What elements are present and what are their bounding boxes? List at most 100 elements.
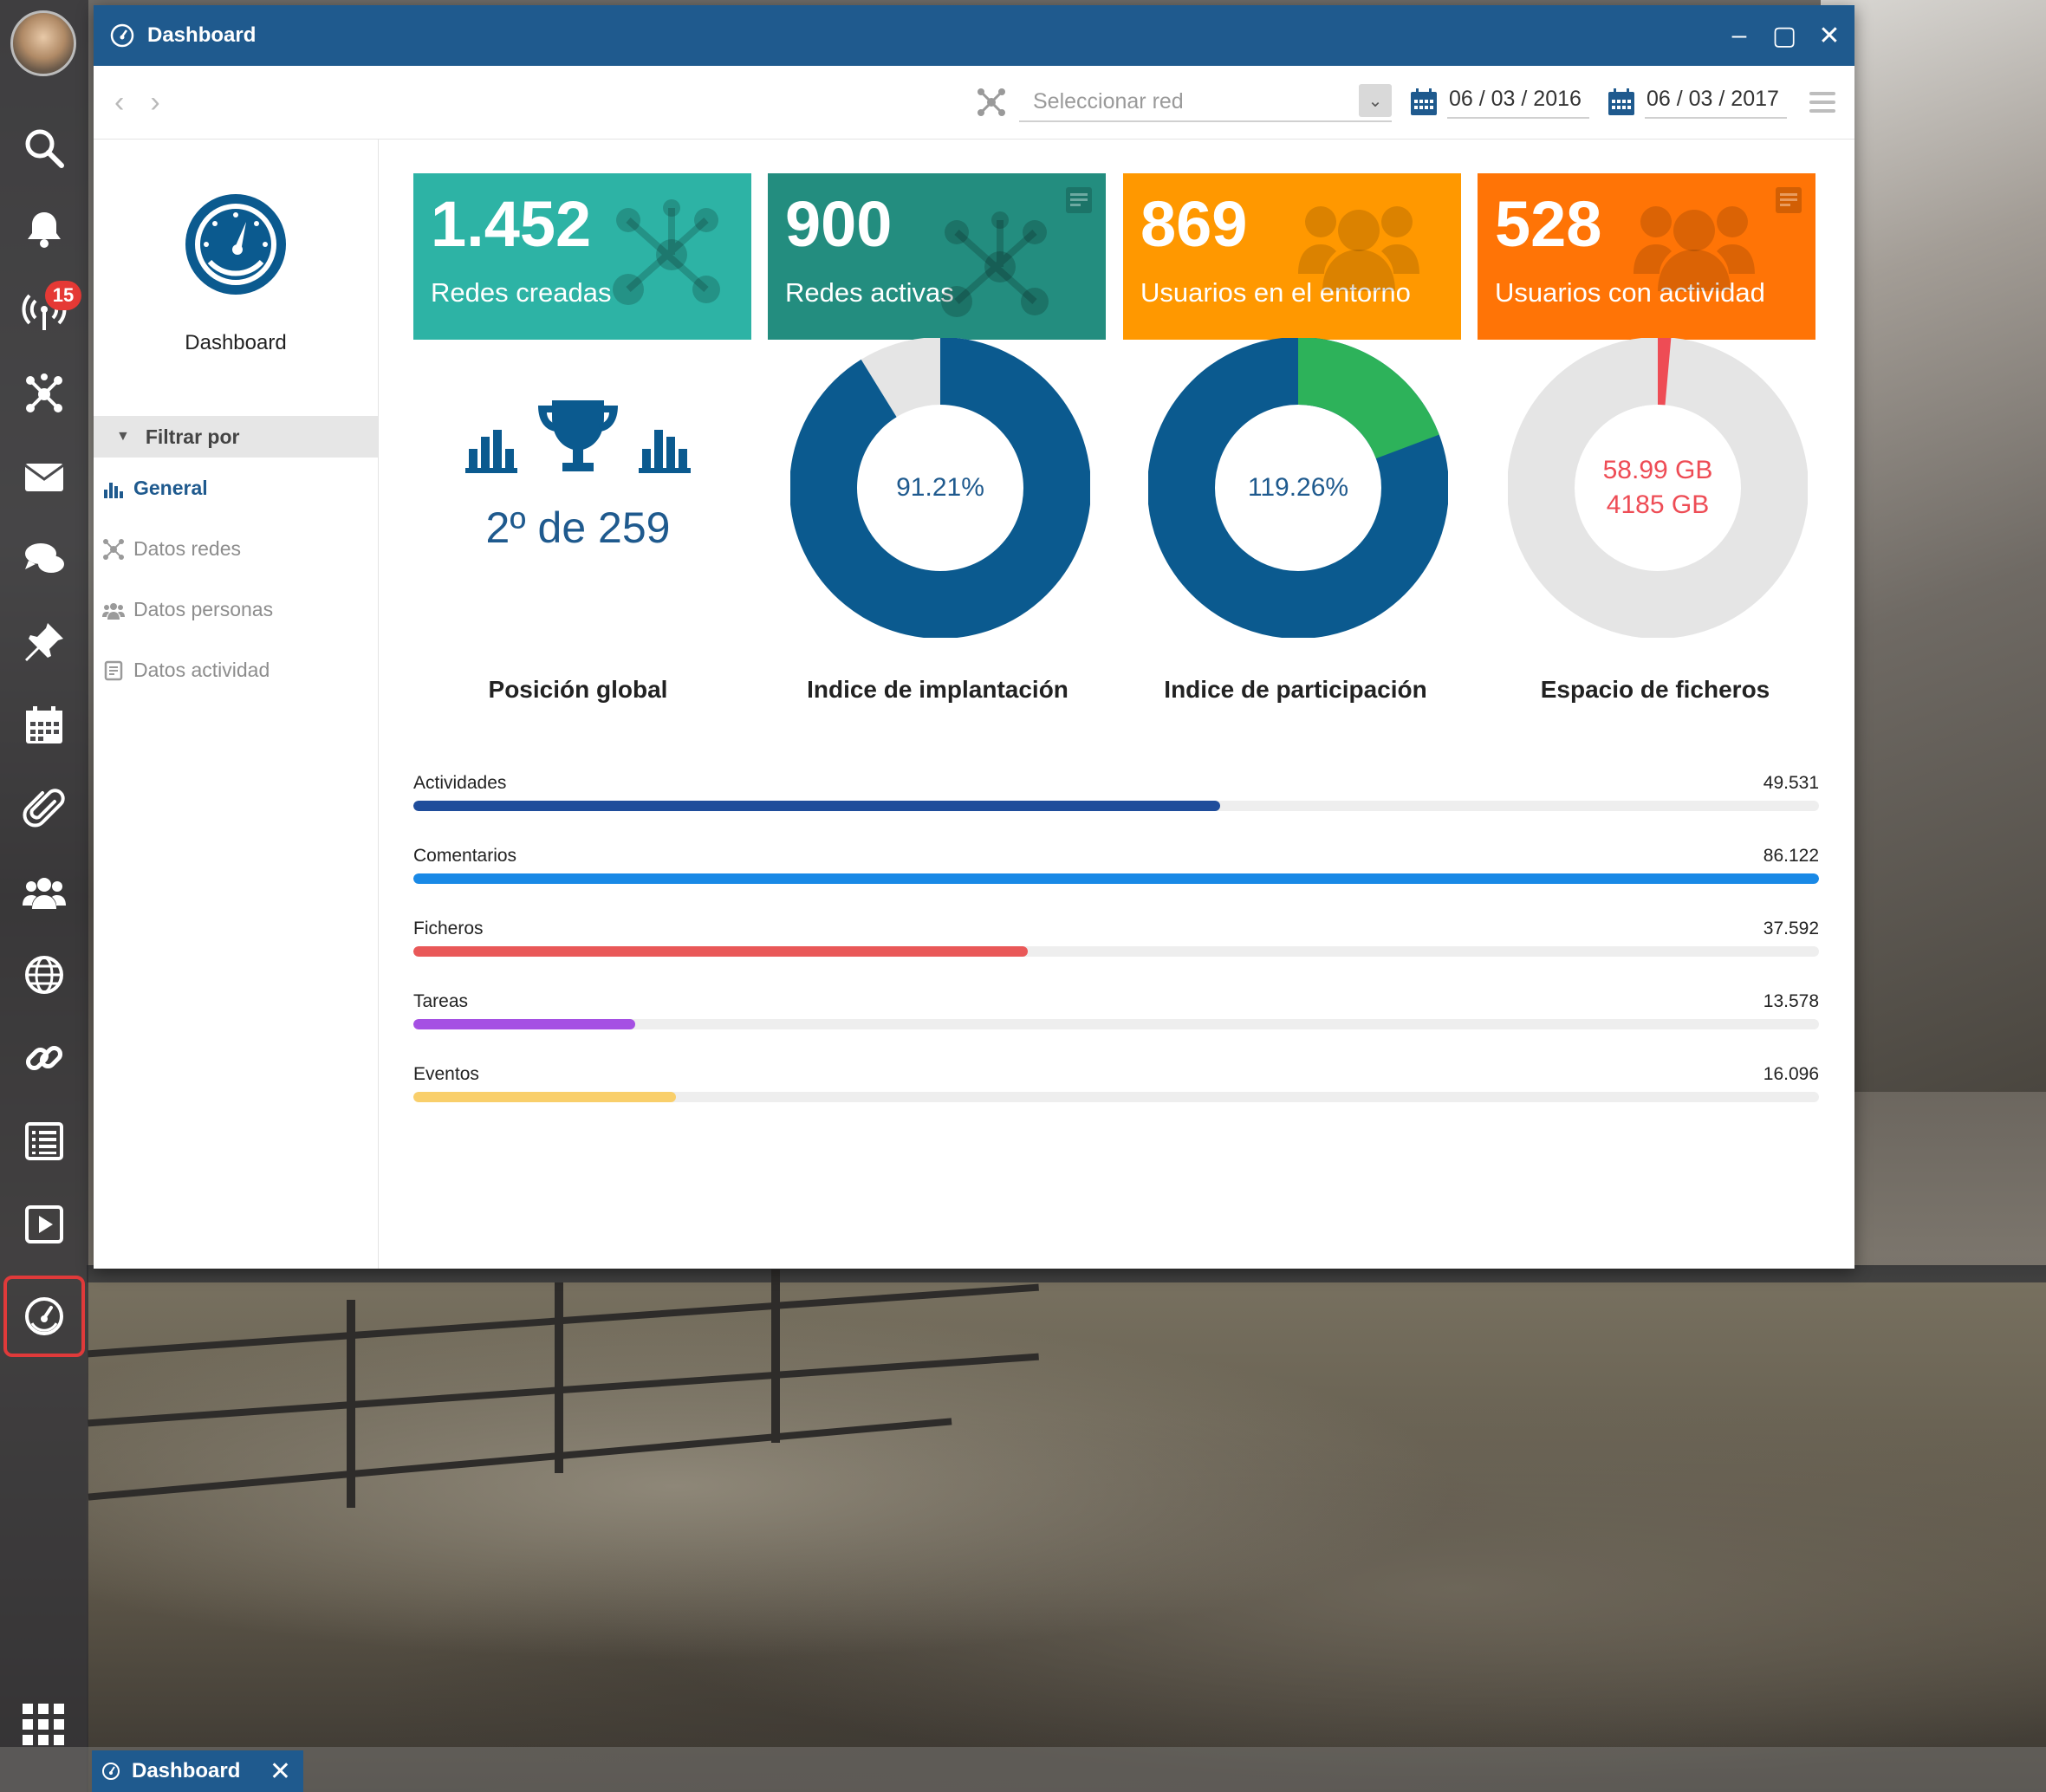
dashboard-icon[interactable] [3,1276,85,1357]
network-icon[interactable] [16,366,73,423]
trophy-icon [465,400,691,473]
storage-donut [1508,338,1808,638]
collapse-triangle-icon: ▼ [116,429,130,444]
user-avatar[interactable] [10,10,76,76]
background-post [347,1300,355,1508]
bell-icon[interactable] [16,201,73,258]
users-icon [1634,206,1755,291]
date-from-value[interactable]: 06 / 03 / 2016 [1447,87,1589,119]
dashboard-content: 1.452 Redes creadas 900 Redes activas 86… [379,139,1854,1269]
bar-chart-icon [104,482,123,498]
dashboard-window: Dashboard – ▢ ✕ ‹ › Seleccionar red ⌄ 06… [94,5,1854,1269]
dashboard-icon [102,1763,120,1780]
kpi-caption: Indice de participación [1164,676,1427,703]
bar-value: 86.122 [1763,846,1819,866]
implantation-value: 91.21% [896,473,984,502]
implantation-donut [790,338,1090,638]
calendar-icon[interactable] [16,697,73,754]
mail-icon[interactable] [16,449,73,506]
users-icon [102,602,125,620]
minimize-button[interactable]: – [1731,21,1747,49]
list-icon[interactable] [16,1113,73,1170]
bar-fill [413,873,1819,884]
hamburger-menu-icon[interactable] [1809,92,1835,113]
toolbar: ‹ › Seleccionar red ⌄ 06 / 03 / 2016 06 … [94,66,1854,140]
kpi-caption: Posición global [488,676,668,703]
tile-usuarios-entorno[interactable]: 869 Usuarios en el entorno [1123,173,1461,340]
calendar-icon [1608,88,1634,115]
network-icon [978,88,1005,116]
participation-value: 119.26% [1247,473,1349,502]
dashboard-icon [185,194,286,295]
taskbar-item-dashboard[interactable]: Dashboard ✕ [92,1750,303,1792]
sidebar-item-datos-actividad[interactable]: Datos actividad [102,659,270,682]
kpi-indice-participacion: 119.26% Indice de participación [1131,338,1460,703]
activity-bars: Actividades 49.531 Comentarios 86.122 Fi… [413,773,1819,1137]
close-button[interactable]: ✕ [1818,21,1841,50]
document-icon [104,660,123,680]
sidebar-item-label: Datos redes [133,537,242,560]
bar-fill [413,946,1028,957]
tile-label: Redes activas [785,277,954,308]
search-icon[interactable] [16,120,73,177]
bar-row-eventos: Eventos 16.096 [413,1064,1819,1137]
filter-header[interactable]: ▼ Filtrar por [94,416,378,458]
bar-row-comentarios: Comentarios 86.122 [413,846,1819,919]
network-select-placeholder: Seleccionar red [1033,88,1184,114]
sidebar-item-general[interactable]: General [102,477,208,500]
window-titlebar[interactable]: Dashboard – ▢ ✕ [94,5,1854,66]
users-icon[interactable] [16,863,73,920]
kpi-posicion-global: 2º de 259 Posición global [413,338,743,703]
window-title: Dashboard [147,23,257,47]
bar-label: Eventos [413,1064,479,1084]
bar-value: 49.531 [1763,773,1819,793]
back-button[interactable]: ‹ [114,85,125,119]
tile-usuarios-actividad[interactable]: 528 Usuarios con actividad [1478,173,1815,340]
storage-used: 58.99 GB [1602,456,1713,484]
position-rank: 2º de 259 [485,503,671,552]
bar-label: Ficheros [413,919,484,938]
tile-value: 900 [785,188,893,260]
link-icon[interactable] [16,1029,73,1087]
note-icon[interactable] [1774,185,1803,215]
bar-value: 16.096 [1763,1064,1819,1084]
taskbar-item-label: Dashboard [132,1759,241,1782]
users-icon [1298,206,1419,291]
forward-button[interactable]: › [150,85,160,119]
sidebar-item-datos-personas[interactable]: Datos personas [102,598,273,621]
sidebar-item-label: General [133,477,208,499]
sidebar-item-label: Datos actividad [133,659,270,681]
tile-redes-creadas[interactable]: 1.452 Redes creadas [413,173,751,340]
notification-badge: 15 [45,281,81,310]
sidebar-title: Dashboard [185,331,287,354]
globe-icon[interactable] [16,946,73,1003]
background-mountain [1821,0,2046,1092]
note-icon[interactable] [1064,185,1094,215]
calendar-icon [1411,88,1437,115]
chat-icon[interactable] [16,530,73,588]
paperclip-icon[interactable] [16,780,73,837]
filter-header-label: Filtrar por [145,425,240,448]
date-from-field[interactable]: 06 / 03 / 2016 [1409,87,1589,119]
app-dock: 15 [0,0,88,1792]
taskbar-close-button[interactable]: ✕ [269,1756,291,1786]
tile-label: Usuarios con actividad [1495,277,1765,308]
bar-fill [413,1092,677,1102]
kpi-caption: Espacio de ficheros [1540,676,1770,703]
tile-label: Usuarios en el entorno [1140,277,1411,308]
bar-value: 37.592 [1763,919,1819,938]
date-to-field[interactable]: 06 / 03 / 2017 [1607,87,1787,119]
sidebar-item-datos-redes[interactable]: Datos redes [102,537,241,561]
pin-icon[interactable] [16,614,73,671]
chevron-down-icon[interactable]: ⌄ [1359,84,1392,117]
play-icon[interactable] [16,1196,73,1253]
bar-row-tareas: Tareas 13.578 [413,991,1819,1064]
network-icon [613,199,720,305]
tile-redes-activas[interactable]: 900 Redes activas [768,173,1106,340]
date-to-value[interactable]: 06 / 03 / 2017 [1645,87,1787,119]
network-select[interactable]: Seleccionar red ⌄ [1019,82,1392,122]
maximize-button[interactable]: ▢ [1771,21,1797,50]
taskbar [0,1747,2046,1792]
bar-row-actividades: Actividades 49.531 [413,773,1819,846]
apps-grid-icon[interactable] [23,1704,64,1745]
